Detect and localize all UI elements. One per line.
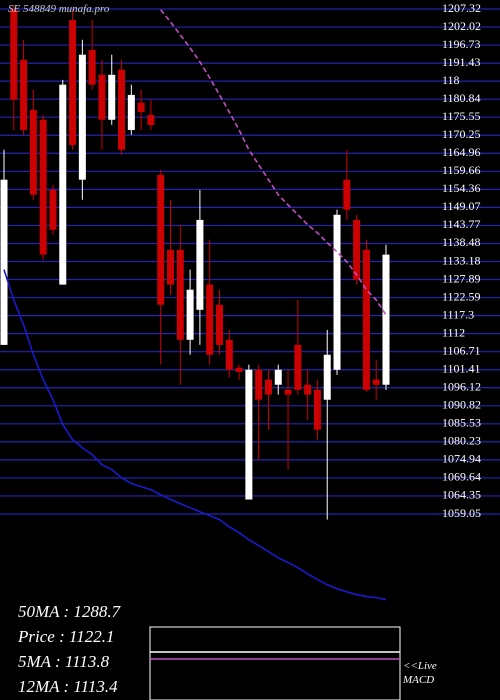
candle-body [362,249,370,390]
y-tick-label: 1059.05 [442,506,481,520]
y-tick-label: 1207.32 [442,1,481,15]
y-tick-label: 1159.66 [442,163,481,177]
candle-body [382,254,390,385]
macd-label: <<Live [403,660,437,672]
candle-body [69,19,77,145]
candle-body [353,219,361,280]
info-line: Price : 1122.1 [17,627,114,646]
macd-box [149,626,401,700]
candle-body [108,74,116,120]
candle-body [147,114,155,125]
y-tick-label: 1122.59 [442,289,481,303]
candle-body [0,179,8,345]
candle-body [264,379,272,395]
candle-body [284,389,292,395]
candle-body [186,289,194,340]
y-tick-label: 1164.96 [442,145,481,159]
candle-body [20,59,28,130]
y-tick-label: 1175.55 [442,109,481,123]
info-line: 5MA : 1113.8 [18,652,110,671]
y-tick-label: 1106.71 [442,343,481,357]
candle-body [78,54,86,180]
info-line: 12MA : 1113.4 [18,677,118,696]
candle-body [274,369,282,385]
plot [0,4,390,601]
y-tick-label: 1133.18 [442,253,481,267]
candle-body [29,109,37,195]
y-tick-label: 1064.35 [442,488,481,502]
moving-average [3,269,387,601]
candle-body [323,354,331,400]
candle-body [10,9,18,100]
candle-body [49,189,57,230]
moving-average [160,9,387,316]
candle-body [333,214,341,370]
candle-body [127,94,135,130]
candle-body [196,219,204,310]
y-tick-label: 1080.23 [442,434,481,448]
y-tick-label: 1202.02 [442,19,481,33]
chart-title: SE 548849 munafa.pro [8,3,110,15]
macd-label: MACD [402,674,434,686]
candle-body [167,249,175,285]
y-tick-label: 1112 [442,325,465,339]
candle-body [39,119,47,255]
y-tick-label: 1196.73 [442,37,481,51]
y-tick-label: 1074.94 [442,452,481,466]
candle-body [372,379,380,385]
y-tick-label: 118 [442,73,460,87]
candle-body [255,369,263,400]
candle-body [245,369,253,500]
candle-body [176,249,184,340]
info-line: 50MA : 1288.7 [18,602,122,621]
candle-body [225,339,233,370]
candle-body [206,284,214,355]
candle-body [294,344,302,390]
y-tick-label: 1170.25 [442,127,481,141]
candle-body [215,304,223,345]
candle-body [98,74,106,120]
y-tick-label: 1143.77 [442,217,481,231]
candle-body [343,179,351,210]
y-tick-label: 1117.3 [442,307,474,321]
y-tick-label: 1090.82 [442,398,481,412]
candle-body [313,389,321,430]
y-tick-label: 1096.12 [442,379,481,393]
candle-body [118,69,126,150]
y-tick-label: 1127.89 [442,271,481,285]
candle-body [137,102,145,112]
y-tick-label: 1085.53 [442,416,481,430]
y-tick-label: 1191.43 [442,55,481,69]
y-tick-label: 1149.07 [442,199,481,213]
candle-body [88,49,96,85]
candle-body [59,84,67,285]
candle-body [157,174,165,305]
candle-body [235,367,243,372]
y-tick-label: 1180.84 [442,91,481,105]
y-tick-label: 1101.41 [442,361,481,375]
y-tick-label: 1138.48 [442,235,481,249]
y-tick-label: 1069.64 [442,470,481,484]
candle-body [304,384,312,395]
y-tick-label: 1154.36 [442,181,481,195]
